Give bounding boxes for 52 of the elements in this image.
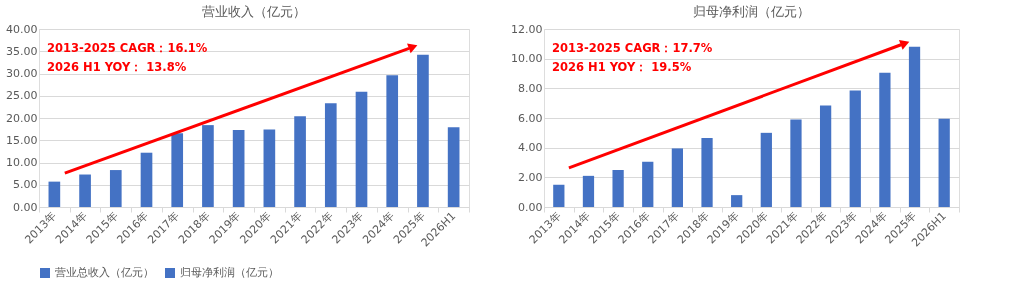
bar (140, 152, 153, 207)
bar (48, 181, 61, 207)
bar (417, 54, 429, 207)
bar (731, 195, 743, 207)
y-tick-label: 5.00 (13, 178, 38, 192)
bar (908, 46, 921, 207)
bar (819, 105, 832, 207)
annotation: 2013-2025 CAGR：16.1% (47, 41, 208, 55)
y-tick-label: 25.00 (6, 89, 38, 103)
text: 归母净利润（亿元） (180, 266, 279, 279)
y-tick-label: 15.00 (6, 133, 38, 147)
bar (109, 170, 122, 207)
y-tick-label: 4.00 (518, 141, 543, 155)
bar (671, 148, 684, 207)
bar (202, 125, 214, 207)
legend-label: 营业总收入（亿元） (55, 266, 154, 279)
y-tick-label: 30.00 (6, 67, 38, 80)
y-tick-label: 12.00 (511, 22, 543, 36)
bar (263, 129, 276, 207)
bar (879, 72, 891, 207)
chart-title: 归母净利润（亿元） (693, 4, 810, 19)
bar (324, 103, 337, 207)
annotation: 2013-2025 CAGR：17.7% (552, 41, 713, 55)
bar (355, 91, 368, 207)
bar (701, 138, 713, 207)
bar (386, 75, 399, 207)
bar (553, 184, 565, 207)
y-tick-label: 0.00 (518, 200, 543, 214)
y-tick-label: 2.00 (518, 170, 543, 184)
annotation: 2026 H1 YOY： 19.5% (552, 60, 692, 74)
bar (447, 127, 460, 207)
bar (760, 132, 772, 207)
y-tick-label: 8.00 (518, 81, 543, 95)
y-tick-label: 10.00 (511, 52, 543, 66)
bar (171, 133, 184, 207)
bar (294, 116, 306, 207)
y-tick-label: 40.00 (6, 22, 38, 36)
bar (232, 130, 245, 207)
bar (790, 119, 802, 207)
bar (79, 174, 91, 207)
bar (642, 161, 654, 207)
y-tick-label: 35.00 (6, 44, 38, 58)
bar (582, 175, 595, 207)
bar (612, 169, 624, 207)
y-tick-label: 10.00 (6, 156, 38, 169)
y-tick-label: 0.00 (13, 200, 38, 214)
bar (938, 118, 950, 207)
bar (849, 90, 861, 207)
chart-title: 营业收入（亿元） (202, 4, 306, 19)
annotation: 2026 H1 YOY： 13.8% (47, 60, 187, 74)
y-tick-label: 20.00 (6, 111, 38, 125)
y-tick-label: 6.00 (518, 111, 543, 125)
